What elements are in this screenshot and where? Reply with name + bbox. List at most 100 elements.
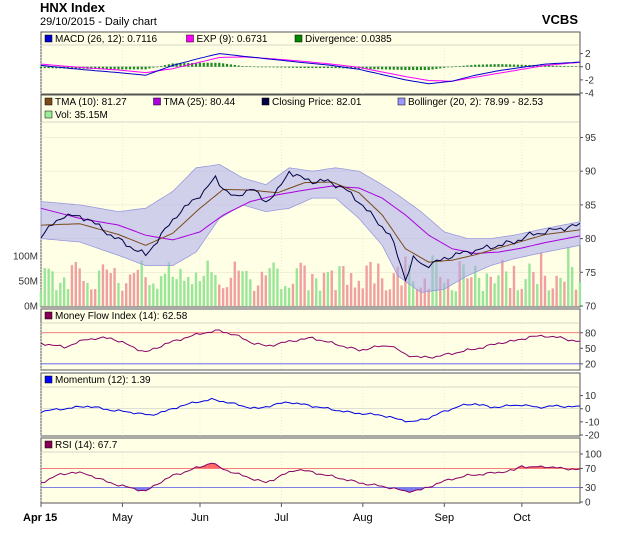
volume-bar xyxy=(388,289,392,306)
divergence-bar xyxy=(109,66,112,70)
divergence-bar xyxy=(121,66,124,70)
price-legend-swatch xyxy=(44,97,53,106)
divergence-bar xyxy=(493,64,496,67)
volume-bar xyxy=(109,273,112,306)
divergence-bar xyxy=(249,66,252,67)
divergence-bar xyxy=(202,62,205,67)
divergence-bar xyxy=(237,65,240,67)
divergence-bar xyxy=(458,66,461,67)
momentum-legend-swatch xyxy=(44,375,53,384)
divergence-bar xyxy=(206,62,209,67)
volume-bar xyxy=(458,261,461,306)
divergence-bar xyxy=(454,66,457,67)
divergence-bar xyxy=(287,66,291,68)
volume-bar xyxy=(283,285,287,306)
divergence-bar xyxy=(524,64,527,67)
momentum-legend-label: Momentum (12): 1.39 xyxy=(55,375,151,386)
volume-bar xyxy=(547,290,551,306)
divergence-bar xyxy=(388,66,391,70)
volume-bar xyxy=(578,282,582,306)
divergence-bar xyxy=(315,66,318,69)
price-tick-label: 70 xyxy=(585,302,597,313)
price-tick-label: 80 xyxy=(585,234,597,245)
divergence-bar xyxy=(272,66,275,68)
volume-bar xyxy=(303,265,306,306)
mfi-panel xyxy=(40,308,581,371)
volume-bar xyxy=(338,266,341,306)
divergence-bar xyxy=(295,66,298,68)
mfi-tick-label: 80 xyxy=(585,328,597,339)
divergence-bar xyxy=(66,66,70,69)
volume-bar xyxy=(318,290,322,306)
divergence-bar xyxy=(443,66,446,68)
volume-bar xyxy=(396,266,399,306)
divergence-bar xyxy=(415,66,419,70)
divergence-bar xyxy=(136,66,139,70)
divergence-bar xyxy=(571,66,574,67)
divergence-bar xyxy=(132,66,136,70)
divergence-bar xyxy=(474,64,477,67)
volume-bar xyxy=(501,259,504,306)
divergence-bar xyxy=(489,64,492,67)
divergence-bar xyxy=(423,66,426,70)
volume-bar xyxy=(373,283,376,306)
divergence-bar xyxy=(318,66,322,69)
volume-bar xyxy=(477,278,481,306)
volume-bar xyxy=(43,268,46,306)
volume-bar xyxy=(55,290,58,306)
volume-bar xyxy=(62,277,66,306)
divergence-bar xyxy=(43,66,46,69)
volume-bar xyxy=(268,268,271,306)
divergence-bar xyxy=(516,64,519,67)
volume-bar xyxy=(346,284,349,306)
volume-bar xyxy=(210,272,213,306)
divergence-bar xyxy=(39,66,42,69)
rsi-overbought-fill xyxy=(207,463,212,469)
divergence-bar xyxy=(276,66,279,68)
volume-bar xyxy=(113,268,116,306)
volume-bar xyxy=(536,284,539,306)
volume-bar xyxy=(144,277,147,306)
divergence-bar xyxy=(567,66,570,67)
divergence-bar xyxy=(268,66,271,68)
divergence-bar xyxy=(412,66,415,70)
volume-bar xyxy=(148,285,151,306)
volume-bar xyxy=(574,289,578,306)
divergence-bar xyxy=(253,66,256,68)
macd-tick-label: -2 xyxy=(585,75,594,86)
volume-bar xyxy=(291,283,295,306)
volume-bar xyxy=(245,270,248,306)
rsi-legend-label: RSI (14): 67.7 xyxy=(55,440,118,451)
price-legend-item: Closing Price: 82.01 xyxy=(261,97,362,108)
volume-bar xyxy=(439,277,442,306)
volume-bar xyxy=(97,270,101,306)
divergence-bar xyxy=(101,66,105,70)
volume-bar xyxy=(225,287,229,306)
divergence-bar xyxy=(194,62,198,67)
volume-bar xyxy=(563,281,566,306)
volume-bar xyxy=(229,277,233,306)
volume-bar xyxy=(462,264,465,306)
volume-bar xyxy=(520,288,523,306)
volume-bar xyxy=(342,266,345,306)
divergence-bar xyxy=(210,62,213,67)
volume-bar xyxy=(295,268,299,306)
macd-legend-label: Divergence: 0.0385 xyxy=(305,34,392,45)
volume-bar xyxy=(474,265,477,306)
divergence-bar xyxy=(225,63,229,67)
volume-bar xyxy=(384,290,388,306)
divergence-bar xyxy=(501,64,504,67)
volume-bar xyxy=(241,271,244,306)
volume-bar xyxy=(163,273,167,306)
divergence-bar xyxy=(396,66,399,70)
macd-legend-swatch xyxy=(294,34,303,43)
volume-tick-label: 50M xyxy=(19,277,38,288)
volume-bar xyxy=(171,276,174,306)
divergence-bar xyxy=(222,63,225,67)
divergence-bar xyxy=(353,66,357,69)
price-legend-label: Closing Price: 82.01 xyxy=(272,97,362,108)
macd-line xyxy=(40,53,581,85)
price-legend-label: TMA (10): 81.27 xyxy=(55,97,127,108)
x-tick-label: Aug xyxy=(353,512,373,524)
volume-bar xyxy=(86,282,89,306)
